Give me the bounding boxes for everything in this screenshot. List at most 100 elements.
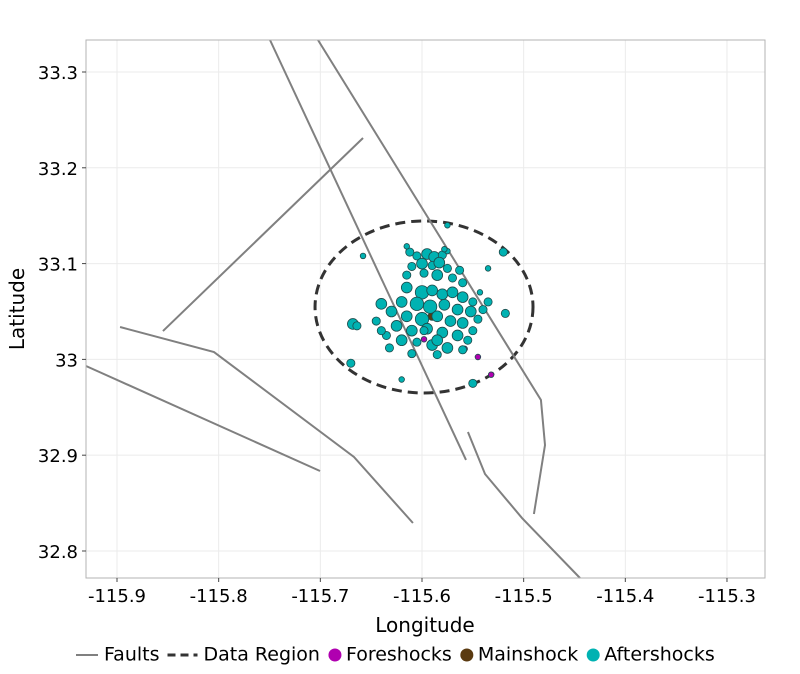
point — [438, 298, 451, 311]
x-tick-label: -115.5 — [495, 586, 553, 607]
point — [455, 265, 465, 275]
point — [375, 298, 388, 310]
point — [426, 284, 438, 297]
point — [371, 316, 381, 326]
point — [468, 297, 478, 307]
point — [412, 251, 422, 261]
x-tick-label: -115.6 — [393, 586, 451, 607]
point — [385, 305, 398, 318]
point — [476, 289, 484, 296]
point — [414, 312, 430, 327]
point — [464, 305, 477, 318]
point — [433, 256, 446, 269]
point — [395, 296, 408, 308]
point — [395, 334, 408, 347]
point — [431, 269, 444, 281]
point — [405, 247, 415, 257]
x-tick-label: -115.3 — [698, 586, 756, 607]
point — [400, 310, 413, 323]
point — [359, 252, 367, 260]
data-region — [313, 219, 535, 395]
point — [376, 326, 386, 336]
fault-line — [269, 39, 467, 461]
point — [456, 317, 469, 329]
legend-swatch — [460, 648, 474, 662]
point — [447, 273, 457, 283]
point — [431, 310, 444, 323]
point — [400, 281, 413, 294]
point — [458, 278, 468, 288]
legend: Faults Data Region Foreshocks Mainshock Afte… — [76, 644, 715, 666]
legend-label: Faults — [104, 644, 160, 666]
fault-line — [85, 365, 321, 472]
point — [451, 303, 464, 316]
x-tick-label: -115.9 — [88, 586, 146, 607]
y-tick-label: 33.2 — [38, 159, 78, 180]
point — [463, 335, 473, 345]
point — [446, 286, 459, 299]
point — [444, 315, 457, 327]
y-tick-label: 33.1 — [38, 255, 78, 276]
point — [441, 246, 448, 253]
x-tick-label: -115.7 — [291, 586, 349, 607]
point — [442, 263, 452, 273]
point — [384, 343, 394, 353]
point — [478, 305, 488, 315]
x-tick-label: -115.4 — [596, 586, 654, 607]
point — [468, 326, 478, 336]
point — [431, 334, 444, 347]
point — [409, 296, 425, 311]
y-tick-label: 33 — [55, 350, 78, 371]
point — [500, 308, 510, 318]
legend-label: Foreshocks — [346, 644, 452, 666]
point — [444, 222, 451, 229]
plot-border — [85, 39, 766, 579]
point — [432, 350, 442, 360]
point — [352, 321, 362, 331]
fault-line — [119, 326, 414, 524]
x-axis-label: Longitude — [375, 613, 474, 637]
point — [420, 336, 428, 343]
point — [474, 353, 482, 361]
legend-swatch — [586, 648, 600, 662]
point — [346, 358, 356, 368]
point — [456, 291, 469, 303]
point — [412, 337, 422, 347]
point — [487, 371, 495, 378]
point — [451, 329, 464, 342]
y-tick-label: 32.8 — [38, 542, 78, 563]
fault-line — [317, 39, 547, 515]
y-tick-label: 33.3 — [38, 63, 78, 84]
point — [403, 243, 410, 250]
fault-line — [162, 137, 364, 332]
point — [484, 265, 492, 272]
legend-label: Aftershocks — [604, 644, 715, 666]
point — [423, 299, 438, 314]
legend-swatch — [328, 648, 342, 662]
point — [473, 314, 483, 324]
point — [406, 324, 418, 337]
point — [407, 349, 417, 359]
point — [416, 257, 428, 270]
y-axis-label: Latitude — [5, 268, 29, 350]
point — [398, 376, 405, 383]
x-tick-label: -115.8 — [190, 586, 248, 607]
plot-area — [85, 39, 581, 579]
y-tick-label: 32.9 — [38, 446, 78, 467]
point — [419, 326, 429, 336]
point — [407, 261, 417, 271]
fault-line — [467, 431, 581, 579]
legend-label: Mainshock — [478, 644, 578, 666]
point — [468, 378, 478, 388]
point — [498, 247, 508, 257]
point — [419, 268, 429, 278]
point — [436, 288, 449, 301]
point — [390, 320, 403, 332]
legend-label: Data Region — [204, 644, 320, 666]
point — [483, 297, 493, 307]
point — [402, 270, 412, 280]
point — [441, 342, 454, 354]
point — [458, 345, 468, 355]
axes: -115.9 -115.8 -115.7 -115.6 -115.5 -115.4 -115… — [38, 63, 756, 607]
